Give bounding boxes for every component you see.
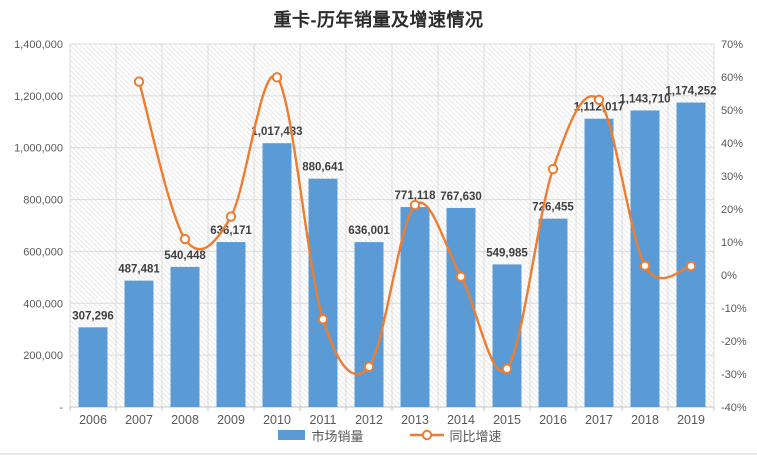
x-axis-labels: 2006 2007 2008 2009 2010 2011 2012 2013 2014 2015… bbox=[79, 413, 705, 427]
data-label-2015: 549,985 bbox=[486, 247, 528, 259]
marker-2017 bbox=[593, 94, 605, 105]
right-tick-label: 70% bbox=[721, 39, 743, 51]
marker-2018 bbox=[639, 260, 651, 271]
x-tick-label-2006: 2006 bbox=[79, 413, 107, 427]
left-tick-label: 1,400,000 bbox=[14, 39, 63, 51]
data-label-2009: 636,171 bbox=[210, 225, 252, 237]
legend-label-growth: 同比增速 bbox=[449, 428, 502, 444]
x-tick-label-2019: 2019 bbox=[677, 413, 705, 427]
data-label-2016: 726,455 bbox=[532, 202, 574, 214]
bar-2012 bbox=[354, 242, 384, 407]
bar-2019 bbox=[676, 102, 706, 407]
bar-2008 bbox=[170, 266, 200, 407]
marker-2007 bbox=[133, 76, 145, 87]
left-tick-label: 800,000 bbox=[23, 195, 63, 207]
bar-2009 bbox=[216, 242, 246, 407]
growth-line-markers bbox=[133, 72, 697, 374]
marker-2013 bbox=[409, 199, 421, 211]
bar-2010 bbox=[262, 143, 292, 407]
right-tick-label: -40% bbox=[721, 402, 747, 414]
marker-2011 bbox=[317, 314, 329, 325]
chart-title: 重卡-历年销量及增速情况 bbox=[273, 10, 484, 30]
right-tick-label: -20% bbox=[721, 336, 747, 348]
x-tick-label-2011: 2011 bbox=[310, 413, 337, 427]
bar-2007 bbox=[124, 280, 154, 407]
right-tick-label: -30% bbox=[721, 369, 747, 381]
bar-2006 bbox=[78, 327, 108, 407]
data-label-2017: 1,112,017 bbox=[574, 102, 625, 114]
right-axis-labels: 70% 60% 50% 40% 30% 20% 10% 0% -10% -20% -30% -40% bbox=[721, 39, 747, 414]
right-tick-label: 20% bbox=[721, 204, 743, 216]
data-label-2012: 636,001 bbox=[348, 225, 390, 237]
marker-2008 bbox=[179, 233, 191, 245]
right-tick-label: 50% bbox=[721, 105, 743, 117]
x-tick-label-2018: 2018 bbox=[631, 413, 659, 427]
left-tick-label: 600,000 bbox=[23, 246, 63, 258]
x-tick-label-2013: 2013 bbox=[401, 413, 429, 427]
marker-2019 bbox=[685, 260, 697, 272]
line-series-swatch-icon bbox=[409, 429, 444, 441]
x-tick-label-2009: 2009 bbox=[217, 413, 245, 427]
x-tick-label-2016: 2016 bbox=[539, 413, 567, 427]
x-tick-label-2008: 2008 bbox=[171, 413, 199, 427]
left-tick-label: 1,200,000 bbox=[14, 91, 63, 103]
marker-2012 bbox=[363, 361, 375, 372]
right-tick-label: 60% bbox=[721, 72, 743, 84]
marker-2014 bbox=[455, 271, 467, 282]
data-label-2014: 767,630 bbox=[440, 191, 482, 203]
x-tick-label-2014: 2014 bbox=[447, 413, 475, 427]
bar-2011 bbox=[308, 178, 338, 407]
legend-item-growth[interactable]: 同比增速 bbox=[409, 426, 502, 445]
bar-2013 bbox=[400, 207, 430, 407]
legend-item-sales[interactable]: 市场销量 bbox=[278, 426, 364, 445]
left-tick-label: 1,000,000 bbox=[14, 143, 63, 155]
bar-2016 bbox=[538, 218, 568, 407]
data-label-2010: 1,017,433 bbox=[251, 126, 302, 138]
data-label-2019: 1,174,252 bbox=[665, 86, 716, 98]
data-label-2006: 307,296 bbox=[72, 310, 114, 322]
left-axis-labels: 1,400,000 1,200,000 1,000,000 800,000 600,00… bbox=[14, 39, 63, 414]
right-tick-label: -10% bbox=[721, 303, 747, 315]
bar-2014 bbox=[446, 207, 476, 407]
right-tick-label: 40% bbox=[721, 138, 743, 150]
x-tick-label-2007: 2007 bbox=[125, 413, 153, 427]
right-tick-label: 30% bbox=[721, 171, 743, 183]
left-tick-label: 200,000 bbox=[23, 350, 63, 362]
data-label-2018: 1,143,710 bbox=[619, 93, 670, 105]
bar-series bbox=[78, 102, 706, 408]
bar-2018 bbox=[630, 110, 660, 408]
bar-series-swatch-icon bbox=[278, 430, 306, 440]
left-tick-label: - bbox=[59, 402, 63, 414]
data-label-2007: 487,481 bbox=[118, 264, 160, 276]
x-tick-label-2015: 2015 bbox=[493, 413, 521, 427]
marker-2010 bbox=[271, 72, 283, 83]
chart-legend: 市场销量 同比增速 bbox=[68, 425, 712, 445]
x-tick-label-2017: 2017 bbox=[585, 413, 613, 427]
bar-2015 bbox=[492, 264, 522, 407]
right-tick-label: 0% bbox=[721, 270, 737, 282]
marker-2009 bbox=[225, 211, 237, 222]
data-label-2008: 540,448 bbox=[164, 250, 206, 262]
marker-2015 bbox=[501, 363, 513, 374]
legend-label-sales: 市场销量 bbox=[311, 428, 364, 444]
left-tick-label: 400,000 bbox=[23, 298, 63, 310]
bar-2017 bbox=[584, 118, 614, 408]
legend-line-marker bbox=[421, 429, 432, 441]
x-tick-label-2010: 2010 bbox=[263, 413, 291, 427]
right-tick-label: 10% bbox=[721, 237, 743, 249]
marker-2016 bbox=[547, 163, 559, 175]
x-tick-label-2012: 2012 bbox=[355, 413, 383, 427]
data-label-2013: 771,118 bbox=[395, 190, 437, 202]
data-label-2011: 880,641 bbox=[302, 162, 344, 174]
